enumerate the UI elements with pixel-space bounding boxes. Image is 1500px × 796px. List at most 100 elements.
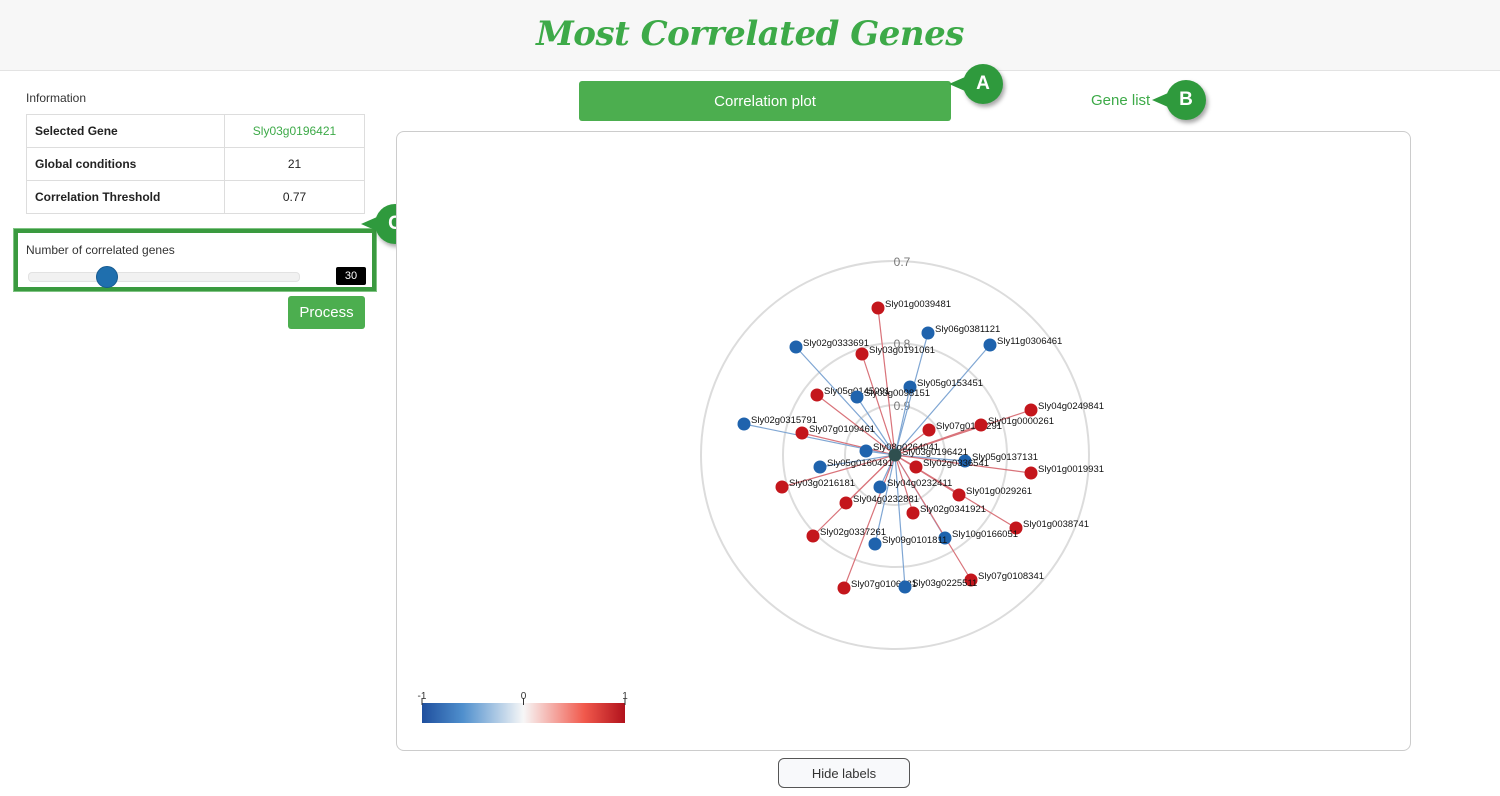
gene-node[interactable] bbox=[813, 460, 827, 474]
selected-gene-value[interactable]: Sly03g0196421 bbox=[224, 114, 365, 148]
gene-node[interactable] bbox=[855, 347, 869, 361]
gene-node[interactable] bbox=[737, 417, 751, 431]
gene-node[interactable] bbox=[964, 573, 978, 587]
correlation-edge bbox=[877, 307, 896, 456]
correlated-genes-slider-box: Number of correlated genes 30 bbox=[14, 229, 376, 291]
correlation-edge bbox=[894, 344, 991, 456]
gene-label: Sly05g0137131 bbox=[972, 452, 1038, 463]
gene-label: Sly09g0101811 bbox=[882, 535, 947, 546]
gene-node[interactable] bbox=[789, 340, 803, 354]
gene-label: Sly03g0191061 bbox=[869, 345, 935, 356]
gene-node[interactable] bbox=[906, 506, 920, 520]
gene-label: Sly04g0232881 bbox=[853, 494, 919, 505]
correlation-edge bbox=[795, 346, 896, 456]
correlation-edge bbox=[894, 454, 906, 588]
table-row: Global conditions 21 bbox=[26, 147, 365, 181]
correlation-edge bbox=[801, 432, 896, 456]
slider-track[interactable] bbox=[28, 272, 300, 282]
gene-node[interactable] bbox=[921, 326, 935, 340]
gene-label: Sly02g0333691 bbox=[803, 338, 869, 349]
scale-max-label: 1 bbox=[622, 691, 628, 702]
gene-label: Sly03g0098151 bbox=[864, 388, 930, 399]
correlation-edge bbox=[781, 454, 896, 488]
scale-mid-label: 0 bbox=[521, 691, 527, 702]
gene-node[interactable] bbox=[1024, 466, 1038, 480]
gene-label: Sly02g0337261 bbox=[820, 527, 886, 538]
global-conditions-value: 21 bbox=[224, 147, 365, 181]
correlation-edge bbox=[843, 454, 896, 589]
gene-label: Sly07g0106281 bbox=[851, 579, 917, 590]
gene-label: Sly01g0038741 bbox=[1023, 519, 1089, 530]
gene-node[interactable] bbox=[1024, 403, 1038, 417]
gene-label: Sly05g0160491 bbox=[827, 458, 893, 469]
gene-label: Sly07g0106291 bbox=[936, 421, 1002, 432]
correlation-edge bbox=[894, 424, 982, 456]
correlation-edge bbox=[894, 454, 914, 514]
gene-node[interactable] bbox=[868, 537, 882, 551]
gene-label: Sly07g0109461 bbox=[809, 424, 875, 435]
gene-label: Sly02g0336541 bbox=[923, 458, 989, 469]
tab-correlation-plot[interactable]: Correlation plot bbox=[579, 81, 951, 121]
gene-node[interactable] bbox=[873, 480, 887, 494]
radial-label: 0.8 bbox=[894, 337, 911, 351]
gene-node[interactable] bbox=[795, 426, 809, 440]
radial-ring bbox=[700, 260, 1090, 650]
hide-labels-button[interactable]: Hide labels bbox=[778, 758, 910, 788]
callout-a: A bbox=[949, 64, 1003, 104]
process-button[interactable]: Process bbox=[288, 296, 365, 329]
gene-node[interactable] bbox=[903, 380, 917, 394]
radial-ring bbox=[782, 342, 1008, 568]
correlation-edge bbox=[812, 454, 896, 537]
gene-label: Sly02g0315791 bbox=[751, 415, 817, 426]
correlation-network-plot: 0.70.80.9 Sly01g0039481Sly06g0381121Sly0… bbox=[418, 255, 1104, 723]
gene-label: Sly04g0249841 bbox=[1038, 401, 1104, 412]
gene-node[interactable] bbox=[837, 581, 851, 595]
center-gene-node[interactable] bbox=[888, 448, 902, 462]
slider-label: Number of correlated genes bbox=[26, 243, 175, 257]
correlation-edge bbox=[874, 454, 896, 545]
slider-handle[interactable] bbox=[96, 266, 118, 288]
color-scale-bar bbox=[422, 703, 625, 723]
gene-node[interactable] bbox=[974, 418, 988, 432]
gene-label: Sly04g0232411 bbox=[887, 478, 952, 489]
gene-node[interactable] bbox=[810, 388, 824, 402]
gene-label: Sly01g0019931 bbox=[1038, 464, 1104, 475]
correlation-edge bbox=[856, 396, 896, 456]
tab-gene-list[interactable]: Gene list bbox=[1091, 92, 1151, 109]
gene-label: Sly01g0029261 bbox=[966, 486, 1032, 497]
correlation-edge bbox=[894, 386, 911, 456]
gene-node[interactable] bbox=[871, 301, 885, 315]
information-label: Information bbox=[26, 91, 87, 105]
gene-node[interactable] bbox=[958, 454, 972, 468]
gene-node[interactable] bbox=[775, 480, 789, 494]
center-gene-label: Sly03g0196421 bbox=[902, 447, 968, 458]
gene-node[interactable] bbox=[922, 423, 936, 437]
correlation-edge bbox=[816, 394, 896, 456]
gene-node[interactable] bbox=[909, 460, 923, 474]
gene-node[interactable] bbox=[1009, 521, 1023, 535]
gene-label: Sly05g0153451 bbox=[917, 378, 983, 389]
gene-node[interactable] bbox=[983, 338, 997, 352]
table-row: Selected Gene Sly03g0196421 bbox=[26, 114, 365, 148]
gene-label: Sly08g0264041 bbox=[873, 442, 939, 453]
correlation-edge bbox=[819, 454, 896, 468]
scale-min-label: -1 bbox=[418, 691, 427, 702]
gene-node[interactable] bbox=[850, 390, 864, 404]
information-table: Selected Gene Sly03g0196421 Global condi… bbox=[26, 114, 365, 214]
color-scale-legend: -1 0 1 bbox=[418, 691, 628, 723]
page-header: Most Correlated Genes bbox=[0, 0, 1500, 71]
correlation-edge bbox=[894, 332, 929, 456]
gene-node[interactable] bbox=[859, 444, 873, 458]
gene-node[interactable] bbox=[898, 580, 912, 594]
gene-label: Sly02g0341921 bbox=[920, 504, 986, 515]
gene-label: Sly10g0166051 bbox=[952, 529, 1018, 540]
selected-gene-key: Selected Gene bbox=[26, 114, 225, 148]
gene-node[interactable] bbox=[938, 531, 952, 545]
gene-node[interactable] bbox=[952, 488, 966, 502]
correlation-threshold-value: 0.77 bbox=[224, 180, 365, 214]
gene-node[interactable] bbox=[839, 496, 853, 510]
callout-b: B bbox=[1152, 80, 1206, 120]
gene-label: Sly03g0225511 bbox=[912, 578, 977, 589]
gene-node[interactable] bbox=[806, 529, 820, 543]
radial-ring bbox=[844, 404, 946, 506]
